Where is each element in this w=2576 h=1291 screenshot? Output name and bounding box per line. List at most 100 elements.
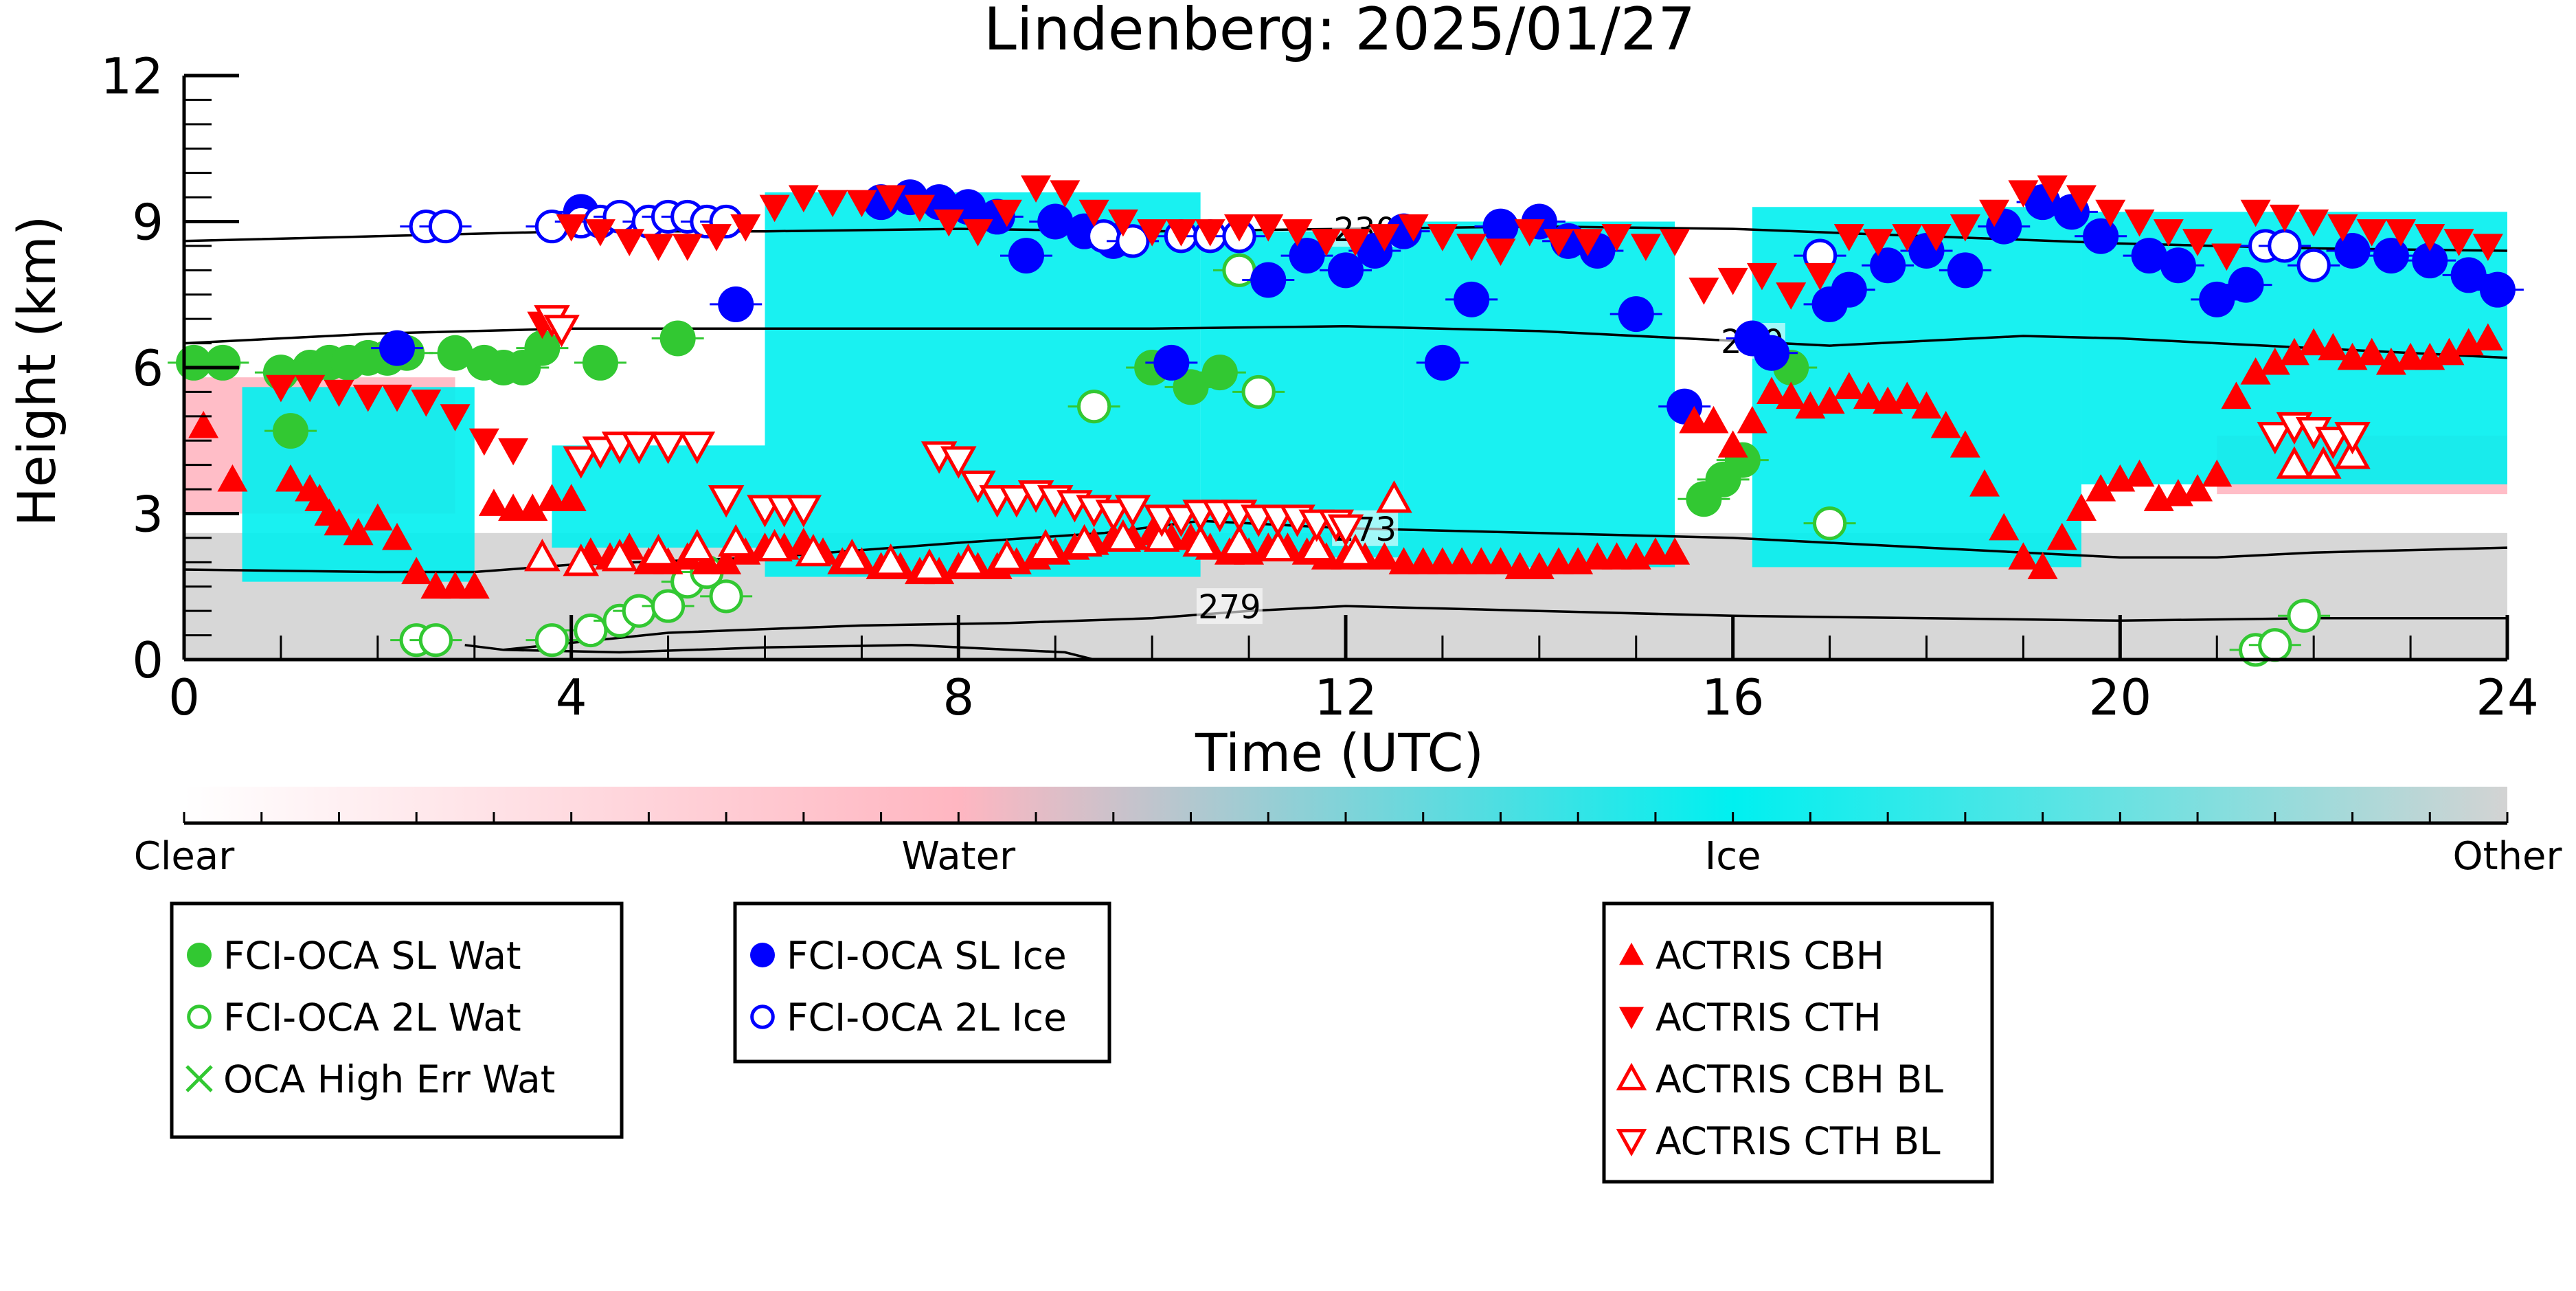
- data-point: [563, 543, 600, 576]
- data-point: [1137, 219, 1168, 247]
- data-point: [1369, 224, 1400, 251]
- data-point: [1388, 547, 1419, 574]
- data-point: [534, 623, 569, 658]
- data-point: [1812, 506, 1847, 541]
- data-point: [621, 431, 657, 464]
- legend-marker: [187, 1004, 212, 1029]
- data-point: [1050, 180, 1081, 207]
- data-point: [324, 508, 354, 536]
- data-point: [2066, 185, 2097, 213]
- data-point: [1289, 238, 1325, 274]
- data-point: [1153, 344, 1190, 381]
- data-point: [352, 384, 383, 412]
- data-point: [324, 379, 354, 407]
- data-point: [2334, 422, 2371, 455]
- data-point: [1369, 542, 1400, 570]
- data-point: [2395, 342, 2426, 370]
- legend-marker: [750, 1004, 775, 1029]
- data-point: [1776, 381, 1807, 409]
- data-point: [1466, 547, 1497, 574]
- legend-marker: [1616, 1129, 1647, 1157]
- data-point: [2334, 233, 2371, 269]
- data-point: [2287, 598, 2321, 633]
- data-point: [1427, 547, 1458, 574]
- data-point: [701, 224, 732, 251]
- data-point: [872, 543, 909, 576]
- legend-box: [1602, 901, 1994, 1184]
- legend-label: OCA High Err Wat: [223, 1057, 555, 1101]
- legend-marker: [185, 1065, 213, 1092]
- y-tick-label: 12: [100, 47, 163, 105]
- data-point: [711, 547, 742, 574]
- legend-marker: [187, 943, 212, 967]
- data-point: [1679, 405, 1710, 434]
- data-point: [788, 185, 819, 213]
- data-point: [2450, 257, 2487, 293]
- data-point: [672, 234, 703, 261]
- data-point: [1008, 238, 1044, 274]
- data-point: [2086, 474, 2116, 502]
- legend-label: FCI-OCA 2L Ice: [787, 996, 1067, 1040]
- legend-label: ACTRIS CTH: [1656, 996, 1882, 1040]
- data-point: [1485, 547, 1516, 574]
- data-point: [679, 431, 716, 464]
- data-point: [846, 190, 877, 218]
- data-point: [382, 384, 413, 412]
- data-point: [1717, 267, 1748, 295]
- data-point: [2296, 248, 2331, 282]
- data-point: [1660, 537, 1691, 565]
- data-point: [1947, 252, 1983, 289]
- data-point: [998, 485, 1035, 518]
- data-point: [1221, 524, 1258, 557]
- data-point: [1163, 504, 1199, 537]
- data-series: [168, 175, 2524, 667]
- data-point: [1930, 411, 1961, 438]
- legend-label: ACTRIS CBH BL: [1656, 1057, 1943, 1101]
- data-point: [379, 330, 416, 366]
- data-point: [2240, 357, 2271, 385]
- x-tick-label: 16: [1702, 669, 1765, 726]
- colorbar: Clear Water Ice Other: [134, 787, 2562, 879]
- chart-title: Lindenberg: 2025/01/27: [984, 0, 1695, 64]
- data-point: [2008, 542, 2039, 570]
- data-point: [601, 539, 638, 572]
- data-point: [2240, 199, 2271, 227]
- data-point: [1282, 219, 1313, 247]
- contour-label: 279: [1198, 588, 1261, 627]
- data-point: [1105, 519, 1142, 552]
- data-point: [1424, 344, 1460, 381]
- data-point: [1408, 547, 1438, 574]
- data-point: [1166, 219, 1197, 247]
- data-point: [1095, 499, 1132, 532]
- data-point: [1340, 229, 1371, 256]
- data-point: [2066, 493, 2097, 521]
- legend: FCI-OCA SL Wat FCI-OCA 2L Wat OCA High Err…: [170, 901, 1994, 1184]
- legend-marker: [750, 943, 775, 967]
- data-point: [904, 194, 935, 223]
- series-actris-cth: [265, 175, 2503, 466]
- colorbar-label: Ice: [1705, 834, 1761, 879]
- data-point: [1754, 335, 1790, 371]
- legend-label: FCI-OCA SL Ice: [787, 934, 1067, 978]
- y-tick-label: 0: [132, 631, 163, 689]
- x-tick-label: 12: [1314, 669, 1377, 726]
- data-point: [1066, 524, 1103, 557]
- data-point: [1853, 381, 1884, 409]
- data-point: [343, 517, 374, 546]
- data-point: [643, 234, 674, 261]
- data-point: [2027, 552, 2058, 580]
- data-point: [1911, 391, 1942, 419]
- data-point: [2318, 333, 2349, 361]
- data-point: [1078, 199, 1109, 227]
- legend-label: FCI-OCA SL Wat: [223, 934, 521, 978]
- data-point: [2472, 323, 2503, 351]
- legend-marker: [1619, 943, 1644, 965]
- data-point: [536, 484, 567, 511]
- x-tick-label: 8: [942, 669, 974, 726]
- data-point: [730, 214, 761, 242]
- data-point: [295, 374, 326, 403]
- data-point: [2443, 229, 2474, 256]
- data-point: [418, 623, 453, 658]
- data-point: [498, 438, 529, 466]
- data-point: [1870, 247, 1906, 284]
